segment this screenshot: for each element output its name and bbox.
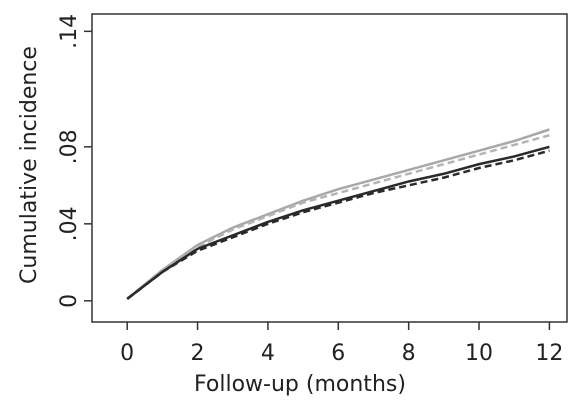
line [126,134,550,300]
y-axis-label: Cumulative incidence [17,46,42,284]
plot-frame [91,13,568,323]
y-tick-label: .08 [57,129,82,164]
x-tick-label: 8 [402,341,416,366]
line [126,145,550,300]
y-tick-label: .14 [57,14,82,49]
x-axis-label: Follow-up (months) [194,372,406,397]
line [126,128,550,300]
x-tick-label: 6 [331,341,345,366]
line [126,149,550,300]
y-tick-label: 0 [57,294,82,308]
x-tick-label: 10 [465,341,493,366]
x-tick-label: 2 [191,341,205,366]
x-tick-label: 12 [535,341,563,366]
x-tick-label: 4 [261,341,275,366]
y-tick-label: .04 [57,206,82,241]
x-tick-label: 0 [120,341,134,366]
